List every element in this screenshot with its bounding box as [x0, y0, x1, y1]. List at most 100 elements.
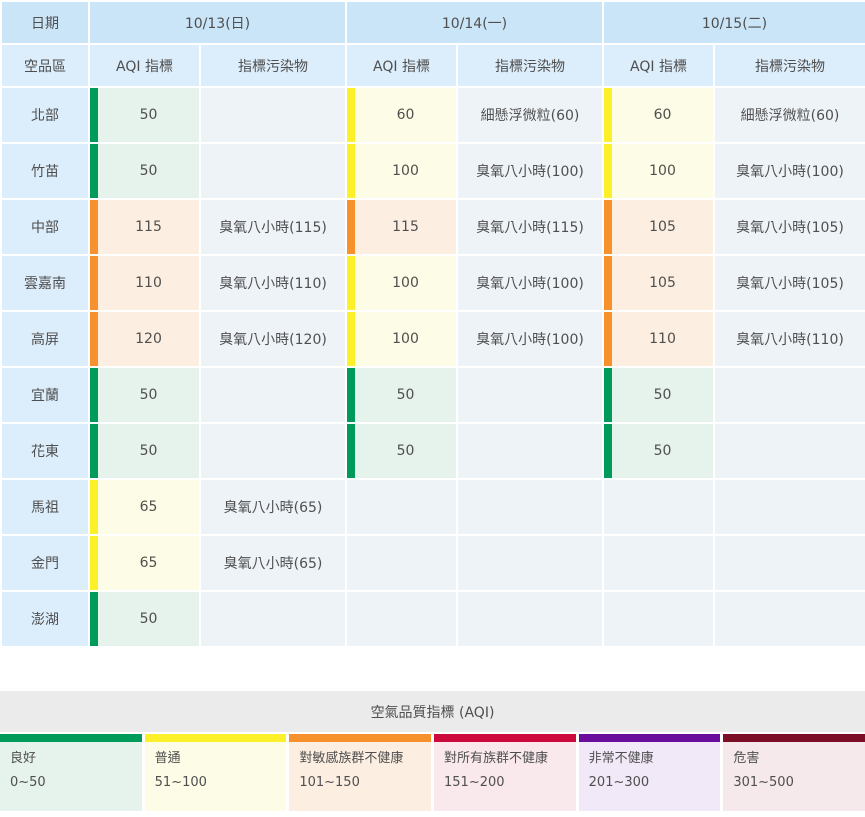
table-row: 金門 65 臭氧八小時(65)	[2, 536, 865, 590]
legend-color-bar	[144, 734, 287, 742]
legend-range-label: 301~500	[733, 775, 794, 791]
aqi-value-cell: 50	[90, 88, 199, 142]
pollutant-cell: 細懸浮微粒(60)	[458, 88, 602, 142]
pollutant-cell	[201, 592, 345, 646]
region-corner-label: 空品區	[2, 45, 88, 86]
pollutant-cell	[201, 424, 345, 478]
aqi-value-cell: 110	[90, 256, 199, 310]
region-cell: 花東	[2, 424, 88, 478]
pollutant-cell	[715, 536, 865, 590]
table-row: 澎湖 50	[2, 592, 865, 646]
aqi-value-cell: 50	[90, 144, 199, 198]
pollutant-cell: 臭氧八小時(65)	[201, 480, 345, 534]
table-row: 馬祖 65 臭氧八小時(65)	[2, 480, 865, 534]
aqi-value-cell: 50	[90, 424, 199, 478]
aqi-value-cell: 115	[347, 200, 456, 254]
aqi-value-cell	[347, 592, 456, 646]
pollutant-cell: 臭氧八小時(115)	[458, 200, 602, 254]
aqi-value-cell: 50	[90, 592, 199, 646]
table-row: 雲嘉南 110 臭氧八小時(110) 100 臭氧八小時(100) 105 臭氧八小時(10…	[2, 256, 865, 310]
pollutant-cell	[458, 592, 602, 646]
aqi-value-cell: 100	[604, 144, 713, 198]
legend-item: 對所有族群不健康 151~200	[434, 734, 576, 811]
aqi-legend: 空氣品質指標 (AQI) 良好 0~50 普通 51~100 對敏感族群不健康 101~1…	[0, 691, 865, 811]
aqi-value-cell: 110	[604, 312, 713, 366]
aqi-value-cell: 100	[347, 144, 456, 198]
pollutant-cell: 細懸浮微粒(60)	[715, 88, 865, 142]
aqi-value-cell	[604, 536, 713, 590]
legend-color-bar	[434, 734, 576, 742]
aqi-value-cell: 50	[347, 424, 456, 478]
legend-category-label: 非常不健康	[588, 751, 654, 766]
pollutant-cell: 臭氧八小時(65)	[201, 536, 345, 590]
pollutant-cell: 臭氧八小時(100)	[458, 144, 602, 198]
legend-label-box: 非常不健康 201~300	[578, 742, 721, 811]
pollutant-cell: 臭氧八小時(100)	[458, 312, 602, 366]
pollutant-cell	[201, 88, 345, 142]
legend-color-bar	[723, 734, 865, 742]
aqi-value-cell: 65	[90, 536, 199, 590]
legend-title: 空氣品質指標 (AQI)	[0, 691, 865, 732]
aqi-value-cell: 50	[347, 368, 456, 422]
legend-label-box: 對所有族群不健康 151~200	[434, 742, 576, 811]
legend-color-bar	[578, 734, 721, 742]
legend-category-label: 對敏感族群不健康	[299, 751, 404, 766]
aqi-subheader-3: AQI 指標	[604, 45, 713, 86]
legend-range-label: 201~300	[588, 775, 650, 791]
legend-category-label: 對所有族群不健康	[444, 751, 549, 766]
aqi-value-cell	[347, 536, 456, 590]
pollutant-cell	[458, 424, 602, 478]
pollutant-cell: 臭氧八小時(105)	[715, 256, 865, 310]
legend-item: 對敏感族群不健康 101~150	[289, 734, 431, 811]
table-body: 北部 50 60 細懸浮微粒(60) 60 細懸浮微粒(60) 竹苗 50 100 臭氧八小時(1…	[2, 88, 865, 646]
aqi-subheader-2: AQI 指標	[347, 45, 456, 86]
region-cell: 宜蘭	[2, 368, 88, 422]
aqi-value-cell: 105	[604, 200, 713, 254]
aqi-value-cell: 60	[347, 88, 456, 142]
legend-color-bar	[0, 734, 142, 742]
pollutant-cell: 臭氧八小時(110)	[201, 256, 345, 310]
region-cell: 金門	[2, 536, 88, 590]
pollutant-cell: 臭氧八小時(120)	[201, 312, 345, 366]
legend-range-label: 151~200	[444, 775, 505, 791]
legend-item: 非常不健康 201~300	[578, 734, 721, 811]
pollutant-cell: 臭氧八小時(105)	[715, 200, 865, 254]
region-cell: 竹苗	[2, 144, 88, 198]
legend-range-label: 0~50	[10, 775, 46, 791]
date-col-1: 10/13(日)	[90, 2, 345, 43]
pollutant-cell	[201, 368, 345, 422]
pollutant-cell	[715, 368, 865, 422]
legend-category-label: 普通	[154, 751, 181, 766]
pollutant-cell: 臭氧八小時(100)	[458, 256, 602, 310]
region-cell: 北部	[2, 88, 88, 142]
date-col-2: 10/14(一)	[347, 2, 602, 43]
aqi-value-cell: 120	[90, 312, 199, 366]
legend-label-box: 普通 51~100	[144, 742, 287, 811]
aqi-value-cell: 100	[347, 256, 456, 310]
aqi-value-cell	[347, 480, 456, 534]
aqi-value-cell: 50	[604, 424, 713, 478]
sub-header-row: 空品區 AQI 指標 指標污染物 AQI 指標 指標污染物 AQI 指標 指標污…	[2, 45, 865, 86]
legend-item: 危害 301~500	[723, 734, 865, 811]
legend-label-box: 良好 0~50	[0, 742, 142, 811]
legend-color-bar	[289, 734, 431, 742]
aqi-value-cell: 100	[347, 312, 456, 366]
table-header: 日期 10/13(日) 10/14(一) 10/15(二) 空品區 AQI 指標…	[2, 2, 865, 86]
pollutant-cell: 臭氧八小時(100)	[715, 144, 865, 198]
table-row: 北部 50 60 細懸浮微粒(60) 60 細懸浮微粒(60)	[2, 88, 865, 142]
table-row: 高屏 120 臭氧八小時(120) 100 臭氧八小時(100) 110 臭氧八小時(110…	[2, 312, 865, 366]
legend-range-label: 51~100	[154, 775, 207, 791]
region-cell: 雲嘉南	[2, 256, 88, 310]
region-cell: 高屏	[2, 312, 88, 366]
aqi-value-cell: 65	[90, 480, 199, 534]
date-corner-label: 日期	[2, 2, 88, 43]
pollutant-subheader-1: 指標污染物	[201, 45, 345, 86]
region-cell: 澎湖	[2, 592, 88, 646]
legend-category-label: 危害	[733, 751, 760, 766]
aqi-value-cell: 50	[604, 368, 713, 422]
legend-category-label: 良好	[10, 751, 37, 766]
pollutant-cell	[458, 480, 602, 534]
legend-label-box: 危害 301~500	[723, 742, 865, 811]
legend-item: 良好 0~50	[0, 734, 142, 811]
pollutant-cell	[458, 536, 602, 590]
